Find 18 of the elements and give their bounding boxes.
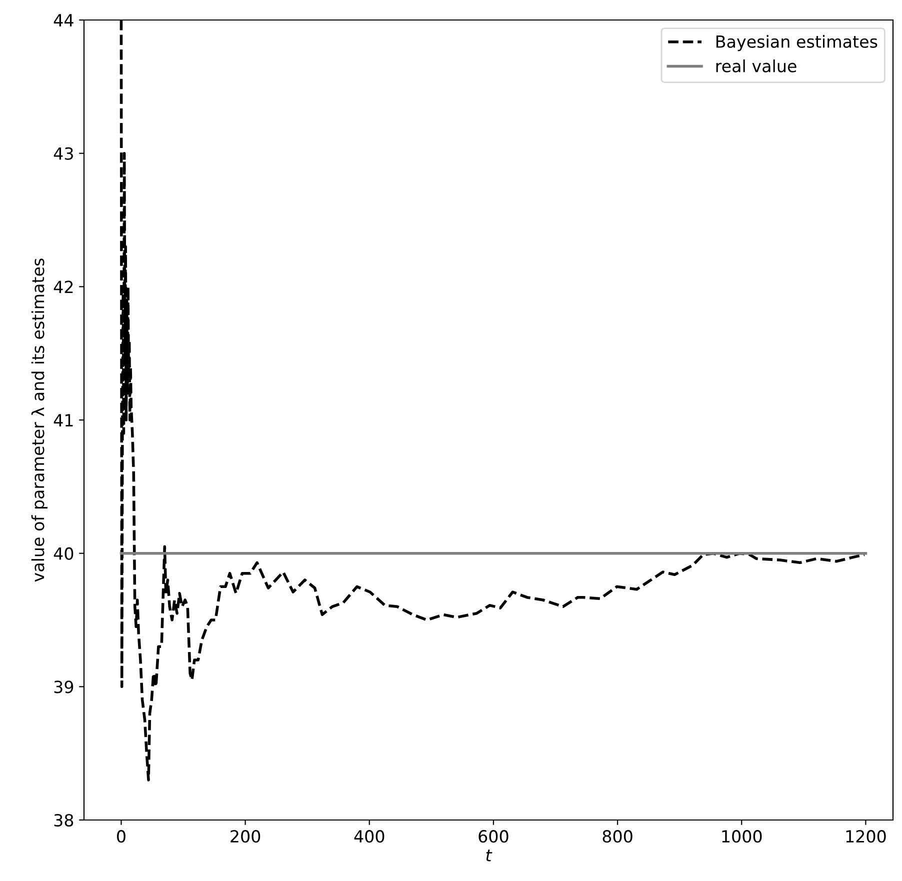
- y-tick-label: 43: [54, 147, 73, 160]
- x-tick-label: 200: [230, 830, 260, 843]
- y-tick-label: 38: [54, 814, 74, 827]
- y-axis-title: value of parameter λ and its estimates: [31, 258, 48, 582]
- y-tick-label: 44: [54, 14, 74, 26]
- x-tick-label: 1200: [846, 830, 886, 843]
- x-axis-title: t: [486, 850, 492, 862]
- x-tick-label: 1000: [722, 830, 762, 843]
- y-tick-label: 39: [54, 680, 74, 694]
- x-tick-label: 600: [478, 830, 508, 843]
- x-tick-label: 0: [117, 830, 126, 843]
- x-tick-label: 400: [354, 830, 384, 843]
- y-tick-label: 41: [54, 414, 73, 426]
- y-tick-label: 40: [54, 547, 74, 560]
- y-tick-label: 42: [54, 280, 73, 293]
- legend-label: real value: [716, 59, 796, 72]
- x-tick-label: 800: [602, 830, 632, 843]
- legend-label: Bayesian estimates: [716, 35, 878, 52]
